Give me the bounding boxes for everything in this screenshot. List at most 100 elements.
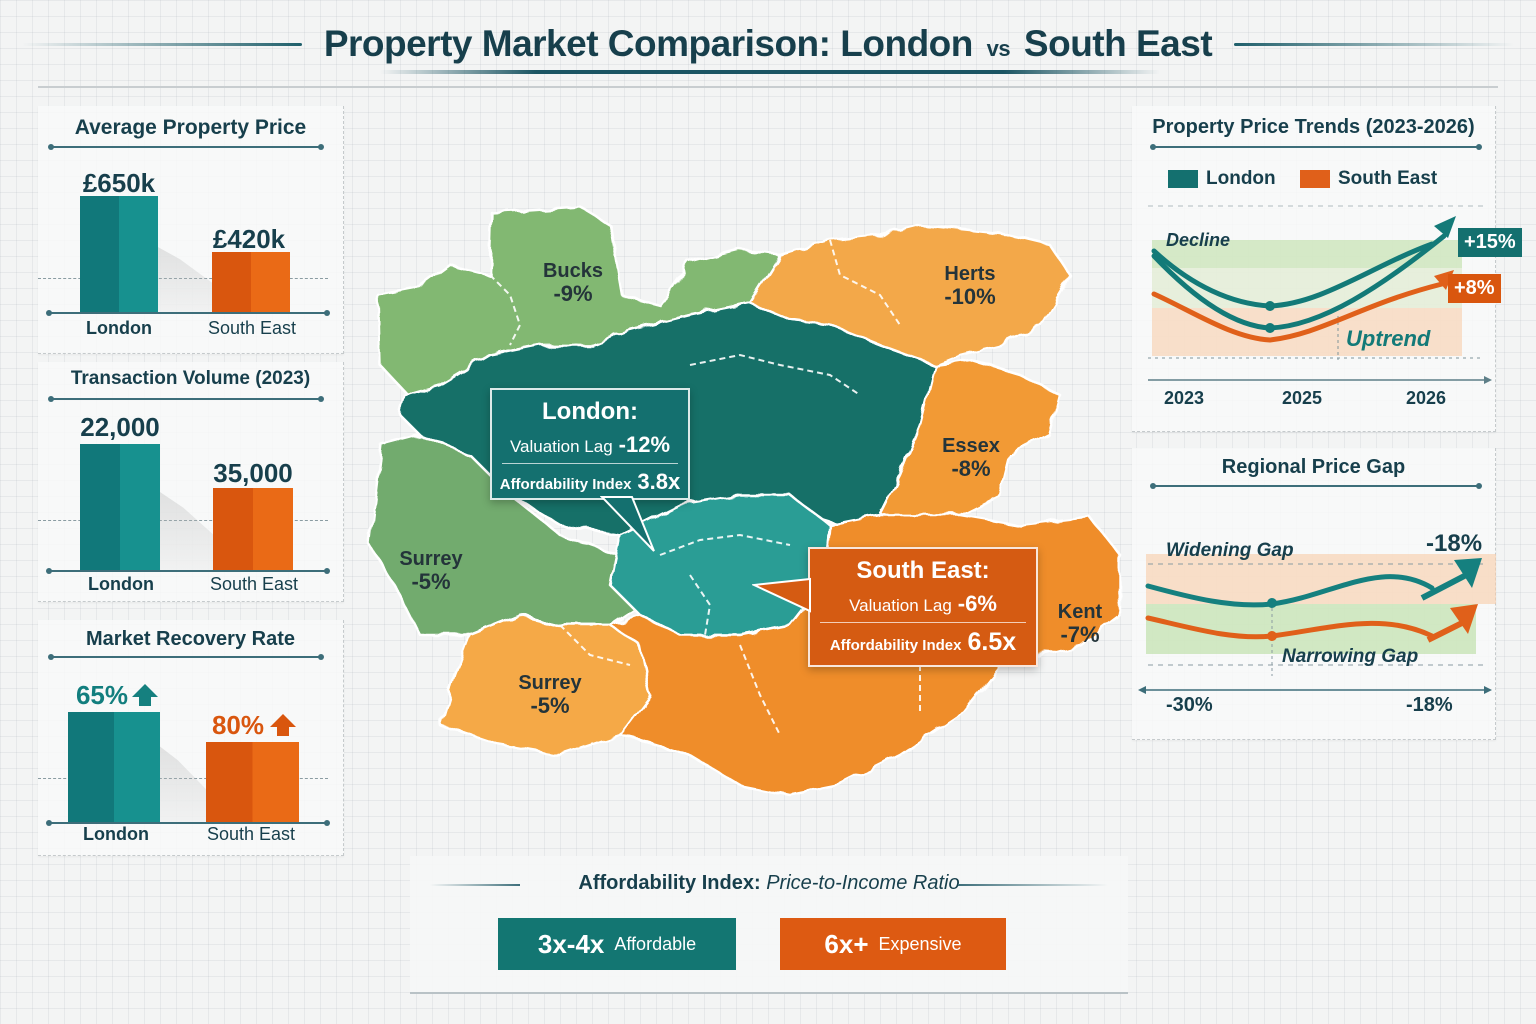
bar-south-east — [212, 252, 290, 312]
callout-pointer-london — [600, 496, 655, 552]
region-label-herts: Herts -10% — [925, 263, 1015, 309]
bar-shadow — [156, 246, 216, 312]
callout-afford-row: Affordability Index 3.8x — [492, 469, 688, 495]
legend-title-italic: Price-to-Income Ratio — [766, 872, 960, 894]
bar-value-south-east: 35,000 — [213, 458, 293, 488]
title-region-a: London — [840, 23, 973, 64]
panel-title: Property Price Trends (2023-2026) — [1152, 116, 1475, 138]
legend-rule-left — [430, 884, 520, 886]
callout-title: South East: — [856, 557, 990, 584]
region-name: Surrey — [518, 672, 582, 694]
legend-title: Affordability Index: Price-to-Income Rat… — [410, 872, 1128, 895]
legend-title-bold: Affordability Index: — [578, 872, 761, 894]
callout-value: 3.8x — [637, 469, 681, 494]
legend-label: Expensive — [878, 933, 962, 954]
title-vs: vs — [986, 36, 1011, 61]
region-change: -8% — [951, 456, 991, 481]
panel-title-rule — [1150, 483, 1482, 489]
x-axis — [46, 568, 330, 574]
panel-title-rule — [48, 654, 324, 660]
panel-title: Transaction Volume (2023) — [70, 368, 311, 389]
legend-rule-right — [958, 884, 1108, 886]
legend-london: London — [1168, 168, 1276, 190]
region-label-essex: Essex -8% — [926, 435, 1016, 481]
map-shapes — [368, 205, 1122, 797]
bar-label-south-east: South East — [206, 824, 296, 844]
bar-value-london: 65% — [75, 680, 129, 710]
x-tick: 2026 — [1406, 388, 1447, 408]
callout-london: London: Valuation Lag -12% Affordability… — [490, 388, 690, 500]
callout-label: Valuation Lag — [849, 596, 952, 615]
bar-shadow — [160, 492, 218, 570]
callout-south-east: South East: Valuation Lag -6% Affordabil… — [808, 547, 1038, 667]
page-title: Property Market Comparison: London vs So… — [323, 23, 1213, 65]
bar-label-south-east: South East — [209, 574, 299, 594]
region-label-surrey-west: Surrey -5% — [386, 548, 476, 594]
region-change: -9% — [553, 281, 593, 306]
panel-price-trends: Property Price Trends (2023-2026) London… — [1132, 106, 1522, 432]
bar-shadow — [158, 745, 208, 822]
callout-label: Valuation Lag — [509, 437, 613, 456]
region-name: Surrey — [399, 548, 463, 570]
bar-value-south-east: £420k — [212, 224, 286, 254]
bar-south-east — [206, 742, 299, 822]
region-name: Herts — [944, 263, 996, 285]
legend-swatch-london — [1168, 170, 1198, 188]
callout-divider — [820, 622, 1026, 623]
bar-london — [68, 712, 160, 822]
x-axis — [46, 820, 330, 826]
legend-swatch-south-east — [1300, 170, 1330, 188]
panel-title: Average Property Price — [74, 116, 307, 139]
x-tick: 2023 — [1164, 388, 1205, 408]
annotation-decline: Decline — [1166, 230, 1231, 250]
region-change: -10% — [944, 284, 996, 309]
panel-average-price: Average Property Price £650k £420k Londo… — [38, 106, 344, 354]
annotation-widening-gap: Widening Gap — [1166, 540, 1294, 561]
badge-london-change: +15% — [1458, 228, 1522, 257]
bar-label-london: London — [86, 318, 152, 338]
x-tick: -18% — [1406, 694, 1453, 716]
gap-chart — [1138, 554, 1496, 694]
header: Property Market Comparison: London vs So… — [0, 14, 1536, 74]
callout-valuation-row: Valuation Lag -12% — [492, 432, 688, 458]
region-label-kent: Kent -7% — [1040, 601, 1120, 647]
badge-south-east-change: +8% — [1448, 274, 1501, 303]
panel-market-recovery: Market Recovery Rate 65% 80% London Sout… — [38, 620, 344, 856]
callout-valuation-row: Valuation Lag -6% — [810, 591, 1036, 617]
bar-london — [80, 444, 160, 570]
title-rule-left — [21, 42, 302, 46]
bar-label-london: London — [83, 824, 149, 844]
callout-title: London: — [542, 398, 638, 425]
legend-label: London — [1206, 168, 1276, 189]
x-tick: 2025 — [1282, 388, 1323, 408]
title-region-b: South East — [1023, 23, 1213, 64]
region-name: Kent — [1057, 601, 1103, 623]
legend-label: Affordable — [614, 933, 697, 954]
callout-value: -6% — [957, 591, 997, 616]
region-map: Bucks -9% Herts -10% Essex -8% Surrey -5… — [360, 195, 1140, 815]
title-rule-right — [1234, 42, 1515, 46]
legend-label: South East — [1338, 168, 1438, 189]
callout-pointer-south-east — [752, 577, 811, 613]
callout-divider — [502, 463, 678, 464]
panel-title-rule — [48, 396, 324, 402]
legend-chip-expensive: 6x+ Expensive — [780, 918, 1006, 970]
legend-chip-affordable: 3x-4x Affordable — [498, 918, 736, 970]
title-main: Property Market Comparison: — [323, 23, 831, 64]
panel-title-rule — [1150, 144, 1482, 150]
panel-transaction-volume: Transaction Volume (2023) 22,000 35,000 … — [38, 362, 344, 602]
annotation-narrowing-gap: Narrowing Gap — [1282, 646, 1419, 667]
bar-value-south-east: 80% — [211, 710, 265, 740]
x-axis — [46, 310, 330, 316]
bar-london — [80, 196, 158, 312]
trend-chart — [1148, 205, 1492, 384]
callout-afford-row: Affordability Index 6.5x — [810, 628, 1036, 657]
panel-title-rule — [48, 144, 324, 150]
bar-label-london: London — [88, 574, 154, 594]
gap-end-value: -18% — [1426, 530, 1483, 557]
region-change: -7% — [1060, 622, 1100, 647]
legend-range: 3x-4x — [537, 928, 605, 959]
callout-label: Affordability Index — [499, 476, 632, 493]
reference-line — [38, 778, 328, 779]
callout-value: 6.5x — [967, 628, 1017, 656]
